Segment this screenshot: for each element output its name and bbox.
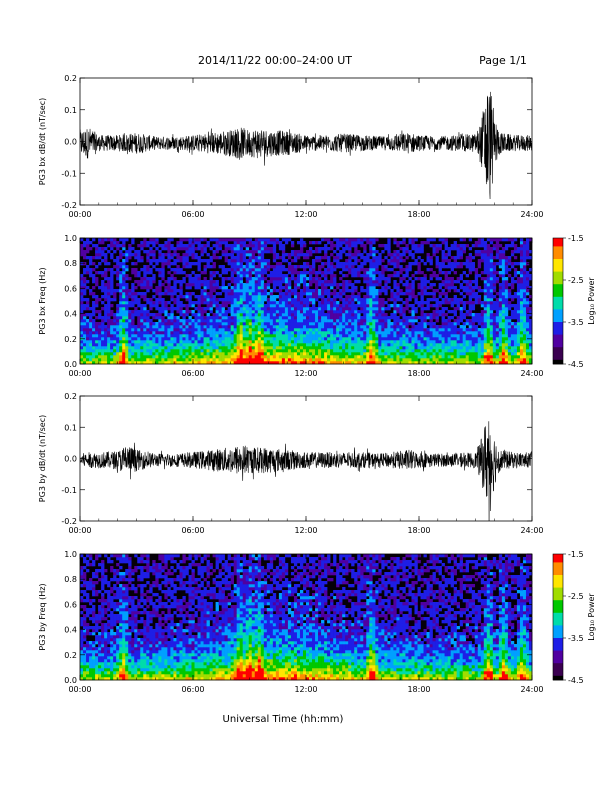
y-tick-label: 0.0 — [64, 676, 77, 685]
x-tick-label: 12:00 — [294, 526, 317, 535]
spectrogram-2 — [80, 238, 533, 365]
colorbar-tick-label: -3.5 — [568, 318, 584, 327]
y-tick-label: 0.0 — [64, 455, 77, 464]
x-tick-label: 00:00 — [68, 210, 91, 219]
page-number: Page 1/1 — [479, 54, 527, 67]
colorbar-2 — [552, 237, 564, 365]
x-tick-label: 06:00 — [181, 526, 204, 535]
x-tick-label: 18:00 — [407, 526, 430, 535]
y-tick-label: 0.8 — [64, 575, 77, 584]
x-tick-label: 18:00 — [407, 369, 430, 378]
y-tick-label: 0.2 — [64, 651, 77, 660]
x-tick-label: 00:00 — [68, 526, 91, 535]
x-tick-label: 06:00 — [181, 369, 204, 378]
x-tick-label: 24:00 — [520, 685, 543, 694]
colorbar-tick-label: -2.5 — [568, 276, 584, 285]
y-tick-label: -0.2 — [61, 201, 77, 210]
colorbar-tick-label: -2.5 — [568, 592, 584, 601]
colorbar-tick-label: -1.5 — [568, 234, 584, 243]
y-tick-label: 1.0 — [64, 234, 77, 243]
colorbar-title: Log₁₀ Power — [587, 593, 596, 641]
x-tick-label: 00:00 — [68, 369, 91, 378]
series-line-3 — [80, 421, 532, 521]
y-tick-label: 0.4 — [64, 310, 77, 319]
colorbar-title: Log₁₀ Power — [587, 277, 596, 325]
x-axis-title: Universal Time (hh:mm) — [223, 714, 344, 725]
x-tick-label: 12:00 — [294, 210, 317, 219]
x-tick-label: 24:00 — [520, 369, 543, 378]
panels: 00:00 06:00 12:00 18:00 24:00 0.2 0.1 0.0 -0.1 -0… — [38, 74, 596, 694]
x-tick-label: 24:00 — [520, 210, 543, 219]
page-title: 2014/11/22 00:00–24:00 UT — [198, 54, 352, 67]
colorbar-4 — [552, 553, 564, 681]
x-tick-label: 06:00 — [181, 685, 204, 694]
x-tick-label: 06:00 — [181, 210, 204, 219]
y-tick-label: 0.1 — [64, 106, 77, 115]
y-tick-label: -0.1 — [61, 169, 77, 178]
series-line-1 — [80, 91, 532, 200]
y-tick-label: 0.1 — [64, 423, 77, 432]
x-tick-label: 18:00 — [407, 210, 430, 219]
y-tick-label: 0.2 — [64, 335, 77, 344]
y-tick-label: -0.1 — [61, 486, 77, 495]
y-tick-label: 0.0 — [64, 360, 77, 369]
y-tick-label: -0.2 — [61, 517, 77, 526]
y-tick-label: 0.4 — [64, 626, 77, 635]
x-tick-label: 12:00 — [294, 685, 317, 694]
y-axis-title: PG3 by dB/dt (nT/sec) — [38, 415, 47, 502]
colorbar-tick-label: -4.5 — [568, 676, 584, 685]
colorbar-tick-label: -1.5 — [568, 550, 584, 559]
x-tick-label: 00:00 — [68, 685, 91, 694]
x-tick-label: 18:00 — [407, 685, 430, 694]
y-axis-title: PG3 by Freq (Hz) — [38, 583, 47, 650]
y-tick-label: 0.6 — [64, 284, 77, 293]
spectrogram-4 — [80, 554, 533, 681]
y-tick-label: 0.2 — [64, 74, 77, 83]
y-tick-label: 0.6 — [64, 600, 77, 609]
y-axis-title: PG3 bx Freq (Hz) — [38, 267, 47, 334]
colorbar-tick-label: -4.5 — [568, 360, 584, 369]
y-axis-title: PG3 bx dB/dt (nT/sec) — [38, 98, 47, 185]
y-tick-label: 0.0 — [64, 138, 77, 147]
y-tick-label: 1.0 — [64, 550, 77, 559]
x-tick-label: 24:00 — [520, 526, 543, 535]
y-tick-label: 0.8 — [64, 259, 77, 268]
y-tick-label: 0.2 — [64, 392, 77, 401]
colorbar-tick-label: -3.5 — [568, 634, 584, 643]
x-tick-label: 12:00 — [294, 369, 317, 378]
